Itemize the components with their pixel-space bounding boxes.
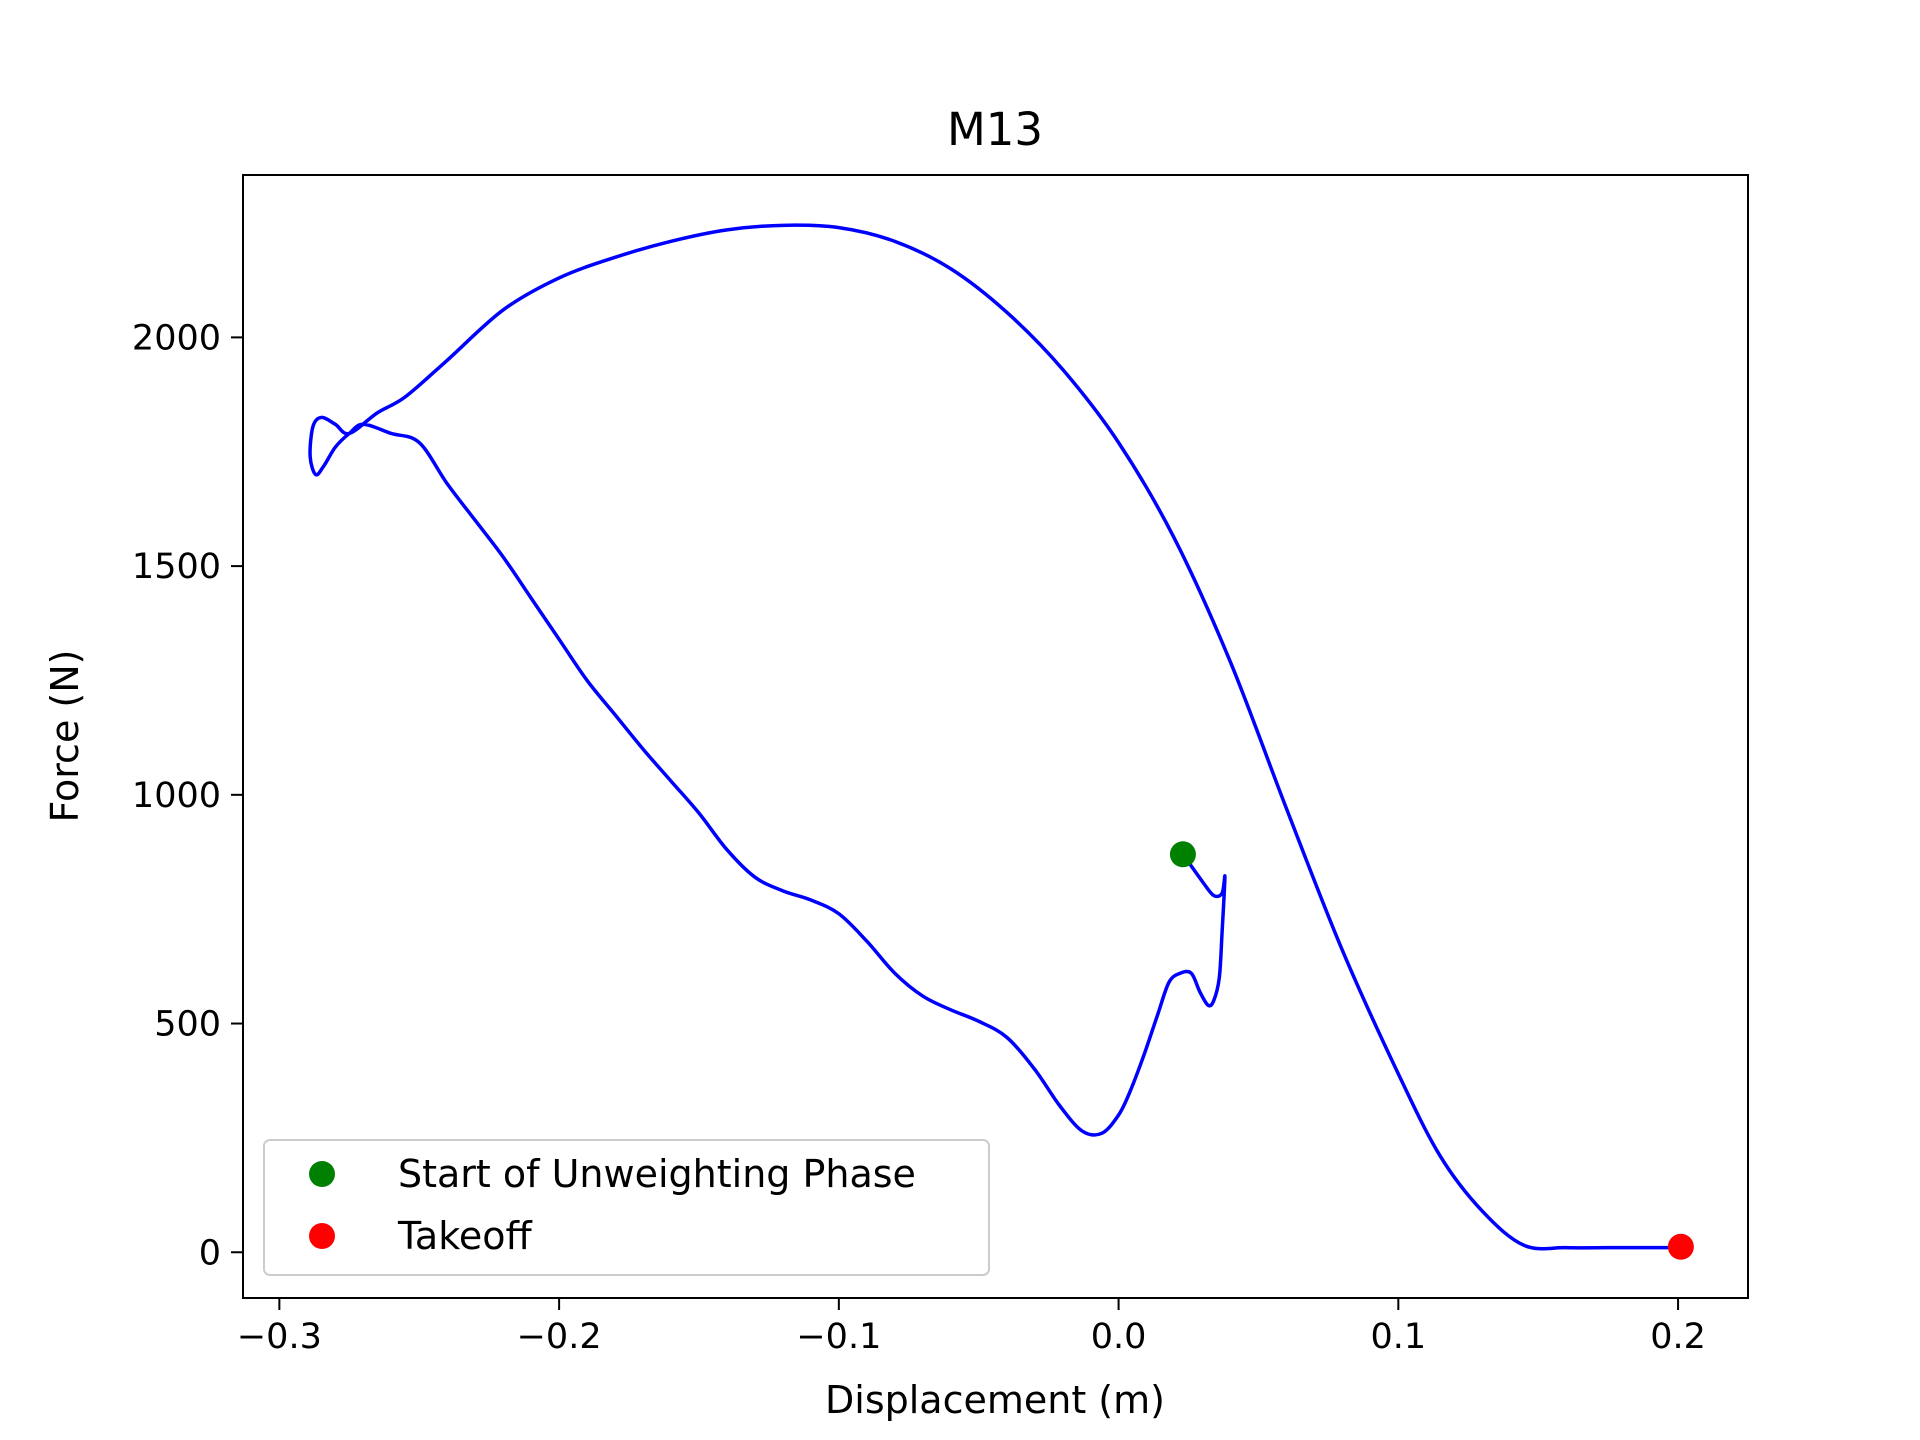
marker-point <box>1169 841 1196 868</box>
x-axis-ticks: −0.3 −0.2 −0.1 0.0 0.1 0.2 <box>237 1298 1706 1357</box>
x-tick-label: 0.0 <box>1091 1317 1147 1357</box>
x-tick-label: −0.2 <box>517 1317 602 1357</box>
x-tick-label: 0.1 <box>1370 1317 1426 1357</box>
y-tick-label: 2000 <box>132 318 221 358</box>
y-tick-label: 1500 <box>132 547 221 587</box>
plot-frame <box>242 174 1749 1299</box>
y-axis-label: Force (N) <box>43 650 87 823</box>
x-tick-label: −0.3 <box>237 1317 322 1357</box>
legend: Start of Unweighting Phase Takeoff <box>263 1139 990 1276</box>
marker-point <box>1667 1233 1694 1260</box>
marker-layer <box>1169 841 1694 1260</box>
y-tick-label: 500 <box>154 1005 221 1045</box>
series-layer <box>308 223 1680 1251</box>
chart-title: M13 <box>947 103 1043 156</box>
legend-label: Takeoff <box>397 1214 532 1258</box>
x-axis-label: Displacement (m) <box>825 1378 1165 1422</box>
y-axis-ticks: 0 500 1000 1500 2000 <box>132 318 243 1273</box>
legend-marker <box>309 1223 335 1249</box>
x-tick-label: 0.2 <box>1650 1317 1706 1357</box>
y-tick-label: 0 <box>199 1233 221 1273</box>
x-tick-label: −0.1 <box>796 1317 881 1357</box>
series-line <box>308 223 1680 1251</box>
legend-marker <box>309 1161 335 1187</box>
legend-label: Start of Unweighting Phase <box>398 1152 916 1196</box>
y-tick-label: 1000 <box>132 776 221 816</box>
legend-box <box>263 1139 990 1276</box>
